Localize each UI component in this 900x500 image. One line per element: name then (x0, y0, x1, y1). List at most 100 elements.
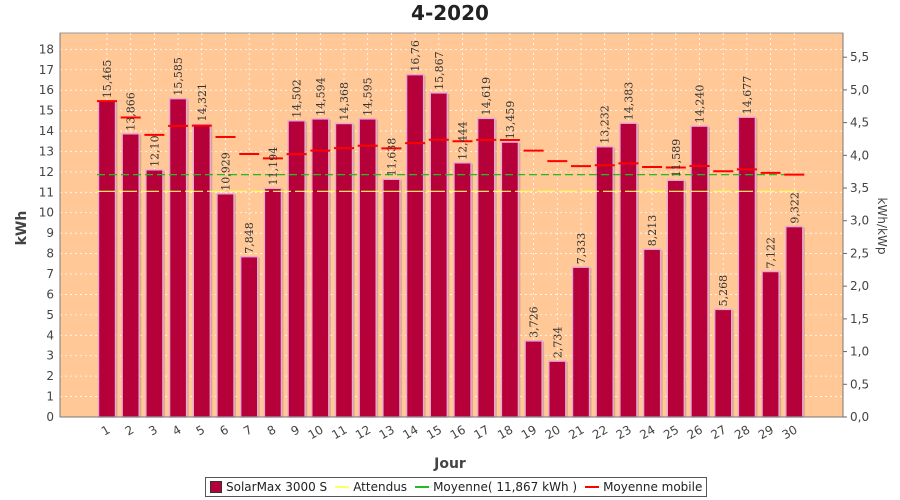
data-label: 14,619 (480, 77, 493, 116)
chart-title: 4-2020 (411, 1, 489, 25)
y-tick-label: 7 (46, 267, 54, 281)
data-label: 11,194 (267, 147, 280, 186)
x-tick-label: 18 (495, 422, 515, 442)
data-label: 14,595 (362, 77, 375, 116)
y2-axis-label: kWh/kWp (875, 198, 889, 255)
x-tick-label: 30 (780, 422, 800, 442)
bar (334, 122, 354, 418)
y-tick-label: 6 (46, 287, 54, 301)
bar (429, 92, 448, 418)
y-axis-label: kWh (14, 211, 30, 246)
bar (619, 122, 638, 418)
x-tick-label: 2 (123, 422, 137, 438)
bar (168, 97, 188, 418)
bar (548, 360, 567, 418)
data-label: 15,585 (172, 57, 185, 96)
x-tick-label: 24 (637, 422, 657, 442)
bar (239, 256, 259, 418)
data-label: 10,929 (220, 152, 233, 191)
x-tick-label: 20 (543, 422, 563, 442)
y2-tick-label: 5,5 (850, 50, 869, 64)
y-tick-label: 12 (39, 165, 54, 179)
data-label: 13,459 (504, 101, 517, 140)
data-label: 14,368 (338, 82, 351, 121)
data-label: 9,322 (788, 192, 801, 224)
data-label: 13,232 (599, 105, 612, 144)
y-tick-label: 14 (39, 124, 54, 138)
y2-tick-label: 4,5 (850, 116, 869, 130)
x-tick-label: 6 (217, 422, 231, 438)
legend-item-average: Moyenne( 11,867 kWh ) (415, 480, 577, 494)
legend-item-production: SolarMax 3000 S (210, 480, 327, 494)
data-label: 5,268 (717, 275, 730, 307)
bar (571, 266, 591, 418)
bar (714, 308, 733, 418)
x-tick-label: 27 (708, 422, 728, 442)
bar (121, 133, 140, 418)
x-tick-label: 14 (400, 422, 420, 442)
x-tick-label: 29 (756, 422, 776, 442)
legend-swatch-expected (335, 486, 350, 488)
data-label: 7,122 (765, 237, 778, 269)
y-tick-label: 1 (46, 390, 54, 404)
x-tick-label: 1 (99, 422, 113, 438)
plot-area (59, 32, 844, 418)
x-tick-label: 10 (306, 422, 326, 442)
x-tick-label: 21 (566, 422, 586, 442)
y-tick-label: 11 (39, 185, 54, 199)
bar (405, 73, 425, 418)
legend-label-production: SolarMax 3000 S (226, 480, 328, 494)
x-tick-label: 8 (265, 422, 279, 438)
legend: SolarMax 3000 S Attendus Moyenne( 11,867… (205, 477, 708, 497)
x-tick-label: 11 (329, 422, 349, 442)
legend-label-expected: Attendus (353, 480, 408, 494)
y-tick-label: 13 (39, 144, 54, 158)
y-tick-label: 4 (46, 328, 54, 342)
x-tick-label: 15 (424, 422, 444, 442)
bar (216, 193, 235, 418)
bar (500, 141, 520, 418)
x-tick-label: 5 (194, 422, 208, 438)
bar (97, 100, 117, 418)
y2-tick-label: 2,0 (850, 279, 869, 293)
y-tick-label: 16 (39, 83, 54, 97)
data-label: 8,213 (646, 215, 659, 247)
y-tick-label: 0 (46, 410, 54, 424)
legend-item-expected: Attendus (335, 480, 407, 494)
data-label: 14,321 (196, 83, 209, 122)
y-tick-label: 8 (46, 247, 54, 261)
data-label: 14,240 (694, 85, 707, 124)
legend-swatch-production (210, 481, 222, 493)
x-axis-label: Jour (433, 456, 466, 472)
y-tick-label: 15 (39, 104, 54, 118)
data-label: 14,677 (741, 76, 754, 115)
y-tick-label: 17 (39, 63, 54, 77)
legend-item-moving-average: Moyenne mobile (585, 480, 702, 494)
data-label: 11,589 (670, 139, 683, 178)
x-tick-label: 28 (732, 422, 752, 442)
bar (311, 118, 330, 418)
x-tick-label: 23 (614, 422, 634, 442)
bar (785, 225, 804, 418)
x-tick-label: 19 (519, 422, 539, 442)
bar (358, 118, 377, 418)
data-label: 12,444 (457, 121, 470, 160)
x-tick-label: 7 (241, 422, 255, 438)
bar (524, 340, 543, 418)
bar (382, 178, 401, 418)
y2-tick-label: 2,5 (850, 246, 869, 260)
y2-tick-label: 3,5 (850, 181, 869, 195)
y-tick-label: 10 (39, 206, 54, 220)
bar (477, 117, 496, 418)
x-tick-label: 16 (448, 422, 468, 442)
bar (690, 125, 709, 418)
data-label: 16,76 (409, 40, 422, 72)
data-label: 12,10 (148, 135, 161, 167)
y2-tick-label: 1,5 (850, 312, 869, 326)
bar (192, 123, 212, 418)
bar (595, 146, 614, 418)
data-label: 14,502 (291, 79, 304, 118)
data-label: 11,638 (385, 138, 398, 177)
x-tick-label: 13 (377, 422, 397, 442)
